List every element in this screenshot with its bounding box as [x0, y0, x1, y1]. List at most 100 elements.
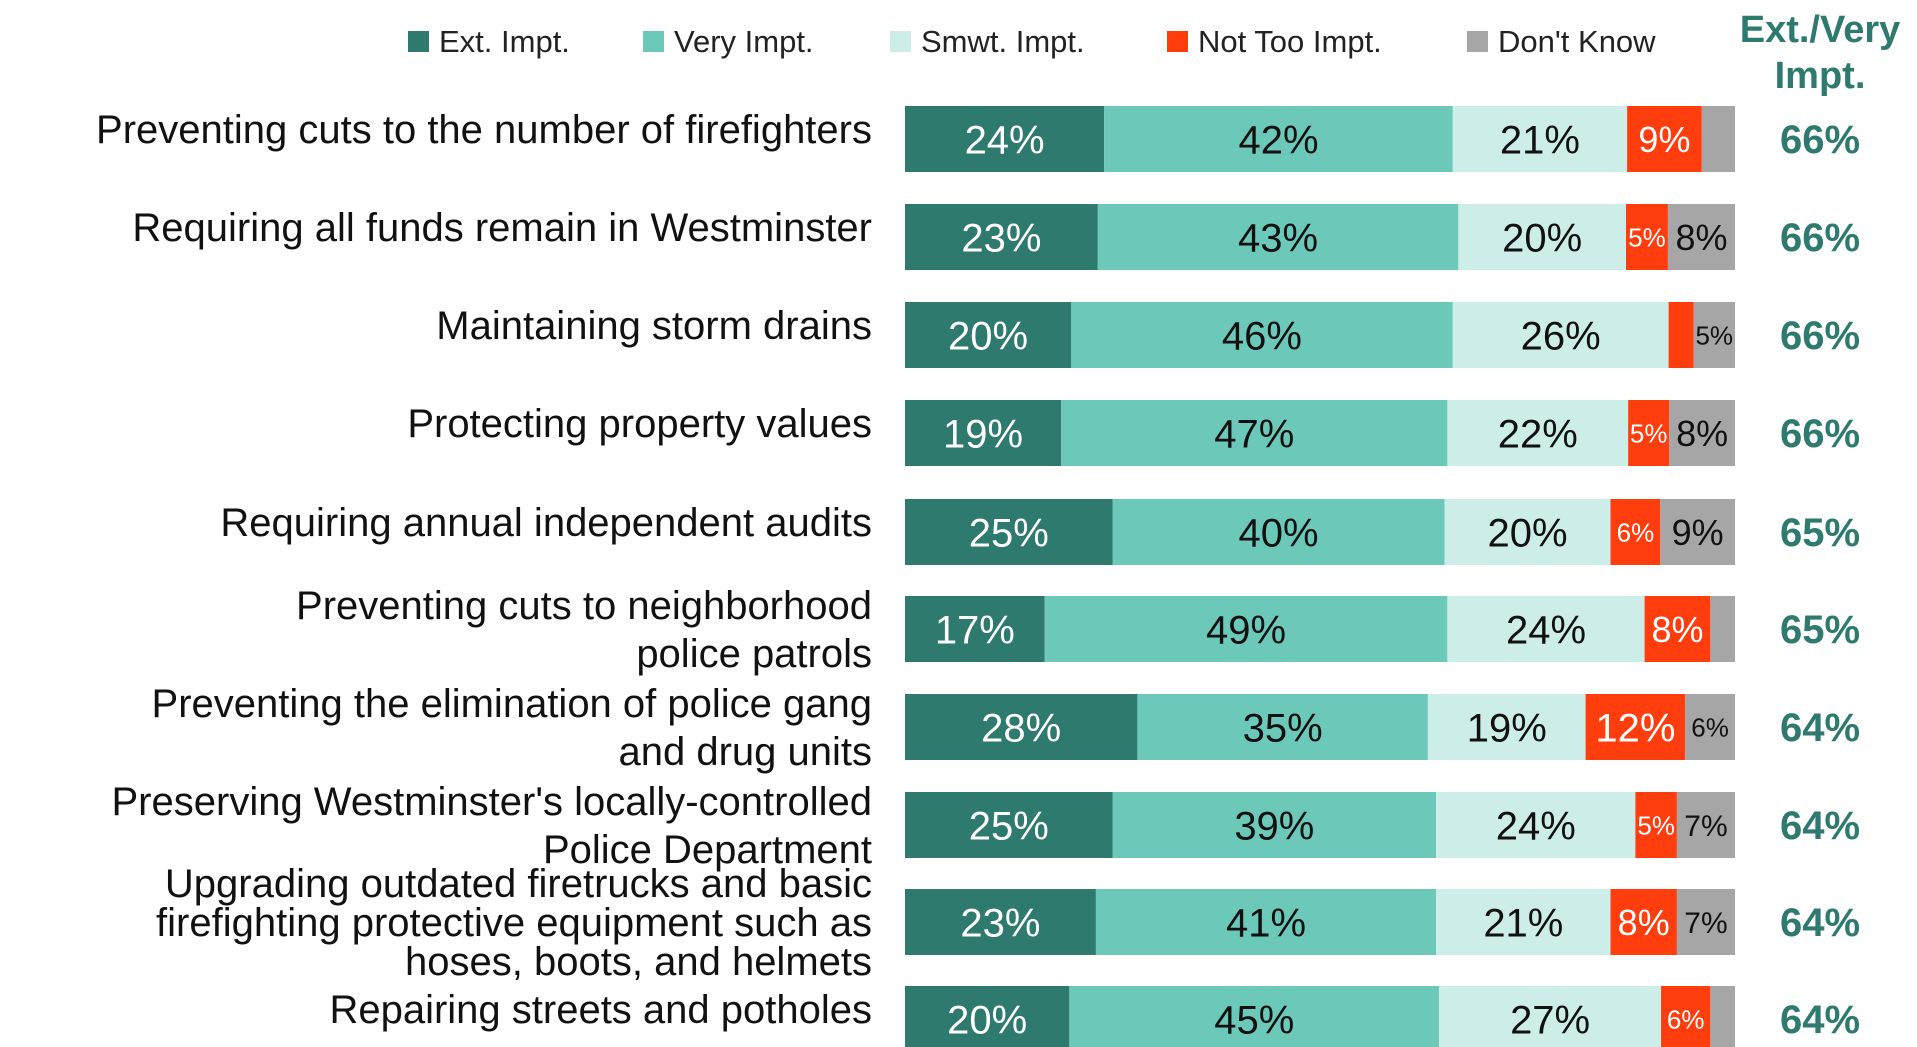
category-label: Preventing the elimination of police gan… [152, 682, 872, 726]
data-label: 22% [1498, 412, 1578, 456]
data-label: 8% [1618, 902, 1670, 943]
bar-segment [1626, 204, 1668, 270]
bar-segment [1097, 204, 1459, 270]
data-label: 9% [1672, 512, 1724, 553]
data-label: 12% [1595, 706, 1675, 750]
bar-segment [1627, 106, 1702, 172]
data-label: 23% [961, 216, 1041, 260]
bar-segment [1661, 986, 1711, 1047]
legend-label: Very Impt. [674, 24, 814, 59]
bar-segment [1669, 400, 1735, 466]
bar-segment [905, 694, 1138, 760]
bars: 24% 42% 21% 9% 23% 43% 20% 5% 8% 20% 46% 26% 5% 19% 47… [905, 106, 1735, 1047]
data-label: 24% [1496, 804, 1576, 848]
total-value: 65% [1780, 608, 1860, 652]
bar-segment [905, 106, 1105, 172]
bar-segment [1061, 400, 1448, 466]
data-label: 5% [1637, 810, 1675, 840]
total-value: 66% [1780, 412, 1860, 456]
total-header-line: Ext./Very [1740, 9, 1901, 51]
bar-segment [905, 499, 1113, 565]
bar-segment [1112, 499, 1445, 565]
bar-segment [1104, 106, 1453, 172]
total-value: 65% [1780, 511, 1860, 555]
data-label: 5% [1695, 320, 1733, 350]
data-label: 24% [1506, 608, 1586, 652]
data-label: 20% [1487, 511, 1567, 555]
total-value: 66% [1780, 118, 1860, 162]
category-label: Upgrading outdated firetrucks and basic [165, 862, 872, 906]
bar-segment [905, 204, 1098, 270]
bar-segment [1452, 106, 1628, 172]
category-label: Maintaining storm drains [436, 304, 872, 348]
total-column: 66% 66% 66% 66% 65% 65% 64% 64% 64% 64% [1780, 118, 1860, 1042]
data-label: 8% [1651, 609, 1703, 650]
data-label: 8% [1676, 413, 1728, 454]
data-label: 47% [1214, 412, 1294, 456]
bar-segment [1693, 302, 1735, 368]
total-value: 64% [1780, 998, 1860, 1042]
data-label: 6% [1667, 1004, 1705, 1034]
legend-swatch [1167, 31, 1188, 52]
total-header-line: Impt. [1775, 55, 1866, 97]
data-label: 27% [1510, 998, 1590, 1042]
category-label: Requiring all funds remain in Westminste… [132, 206, 872, 250]
bar-segment [1044, 596, 1448, 662]
data-label: 25% [969, 804, 1049, 848]
data-label: 43% [1238, 216, 1318, 260]
data-label: 5% [1630, 418, 1668, 448]
category-label: Preserving Westminster's locally-control… [112, 780, 873, 824]
data-label: 42% [1238, 118, 1318, 162]
bar-segment [905, 302, 1071, 368]
total-value: 64% [1780, 706, 1860, 750]
bar-segment [1676, 792, 1735, 858]
bar-segment [1701, 106, 1735, 172]
legend-swatch [408, 31, 429, 52]
data-label: 7% [1684, 810, 1727, 843]
data-label: 45% [1214, 998, 1294, 1042]
bar-segment [1635, 792, 1677, 858]
bar-segment [1660, 499, 1735, 565]
category-label: Police Department [543, 828, 872, 872]
legend-swatch [1467, 31, 1488, 52]
bar-segment [1644, 596, 1711, 662]
bar-segment [905, 792, 1113, 858]
total-value: 66% [1780, 314, 1860, 358]
data-label: 20% [948, 314, 1028, 358]
category-label: Preventing cuts to neighborhood [296, 584, 872, 628]
bar-segment [1667, 204, 1735, 270]
data-label: 5% [1628, 222, 1666, 252]
bar-segment [1436, 889, 1611, 955]
bar-segment [1610, 889, 1677, 955]
total-value: 66% [1780, 216, 1860, 260]
total-value: 64% [1780, 901, 1860, 945]
bar-segment [1710, 596, 1735, 662]
bar-segment [1685, 694, 1735, 760]
bar-segment [1095, 889, 1437, 955]
bar-segment [1069, 986, 1440, 1047]
bar-segment [1439, 986, 1662, 1047]
legend: Ext. Impt. Very Impt. Smwt. Impt. Not Too I… [408, 24, 1656, 59]
data-label: 6% [1617, 517, 1655, 547]
bar-segment [1458, 204, 1627, 270]
bar-segment [1071, 302, 1453, 368]
category-label: Repairing streets and potholes [329, 988, 872, 1032]
legend-swatch [643, 31, 664, 52]
data-label: 49% [1206, 608, 1286, 652]
bar-segment [1447, 400, 1629, 466]
data-label: 19% [943, 412, 1023, 456]
data-label: 25% [969, 511, 1049, 555]
bar-segment [1452, 302, 1669, 368]
bar-segment [905, 596, 1045, 662]
bar-segment [1447, 596, 1645, 662]
legend-swatch [890, 31, 911, 52]
category-label: police patrols [636, 632, 872, 676]
bar-segment [1112, 792, 1437, 858]
bar-segment [905, 889, 1096, 955]
data-label: 46% [1222, 314, 1302, 358]
data-label: 17% [935, 608, 1015, 652]
bar-segment [1668, 302, 1694, 368]
data-label: 40% [1238, 511, 1318, 555]
